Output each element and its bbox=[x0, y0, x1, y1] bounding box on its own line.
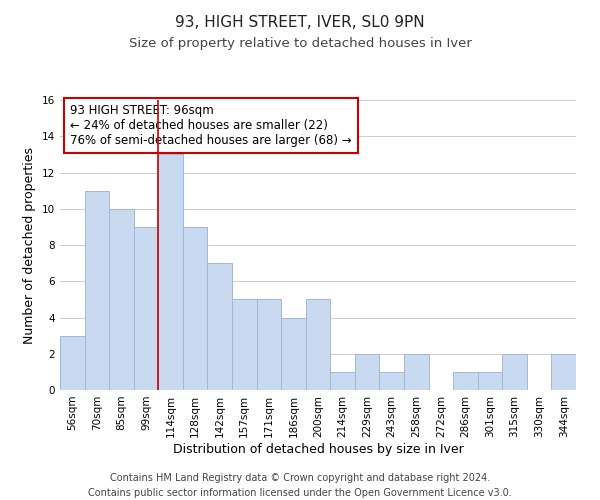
Bar bbox=[502, 354, 527, 390]
Bar bbox=[85, 190, 109, 390]
Text: 93 HIGH STREET: 96sqm
← 24% of detached houses are smaller (22)
76% of semi-deta: 93 HIGH STREET: 96sqm ← 24% of detached … bbox=[70, 104, 352, 148]
Bar bbox=[330, 372, 355, 390]
Bar bbox=[158, 154, 183, 390]
Y-axis label: Number of detached properties: Number of detached properties bbox=[23, 146, 37, 344]
Text: Size of property relative to detached houses in Iver: Size of property relative to detached ho… bbox=[128, 38, 472, 51]
Bar bbox=[306, 300, 330, 390]
Bar bbox=[232, 300, 257, 390]
Bar bbox=[208, 263, 232, 390]
X-axis label: Distribution of detached houses by size in Iver: Distribution of detached houses by size … bbox=[173, 442, 463, 456]
Bar bbox=[257, 300, 281, 390]
Bar bbox=[478, 372, 502, 390]
Bar bbox=[109, 209, 134, 390]
Text: 93, HIGH STREET, IVER, SL0 9PN: 93, HIGH STREET, IVER, SL0 9PN bbox=[175, 15, 425, 30]
Bar bbox=[134, 227, 158, 390]
Text: Contains HM Land Registry data © Crown copyright and database right 2024.
Contai: Contains HM Land Registry data © Crown c… bbox=[88, 472, 512, 498]
Bar bbox=[453, 372, 478, 390]
Bar bbox=[183, 227, 208, 390]
Bar bbox=[281, 318, 306, 390]
Bar bbox=[355, 354, 379, 390]
Bar bbox=[60, 336, 85, 390]
Bar bbox=[379, 372, 404, 390]
Bar bbox=[404, 354, 428, 390]
Bar bbox=[551, 354, 576, 390]
